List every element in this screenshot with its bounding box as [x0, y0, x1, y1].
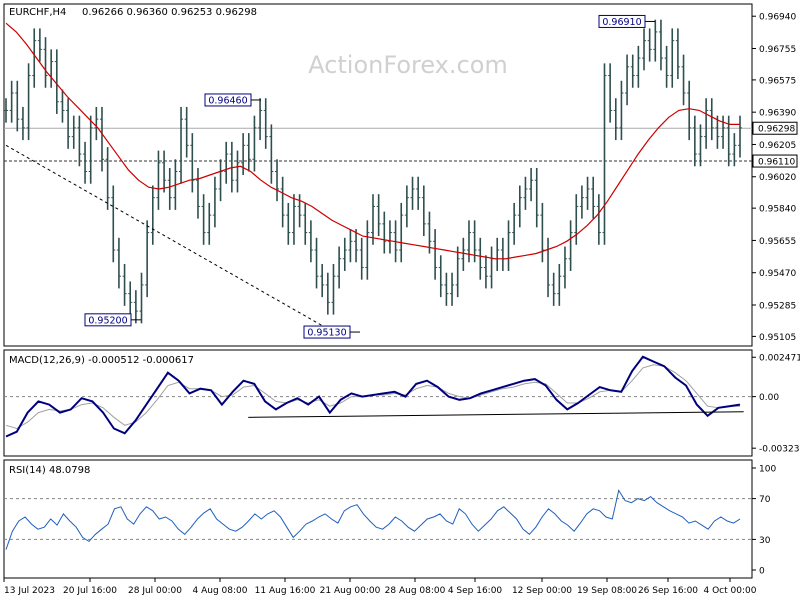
price-moving-average: [5, 22, 740, 260]
price-y-tick-label: 0.96205: [759, 141, 796, 151]
price-y-tick-label: 0.96755: [759, 45, 796, 55]
price-trendline: [5, 144, 334, 333]
price-y-tick-label: 0.95655: [759, 237, 796, 247]
x-tick-label: 21 Aug 00:00: [320, 586, 381, 596]
rsi-y-tick-label: 70: [759, 495, 771, 505]
ohlc-readout: 0.96266 0.96360 0.96253 0.96298: [82, 7, 257, 18]
macd-y-axis: 0.002471 0.00 -0.003235: [752, 354, 800, 455]
x-axis: 13 Jul 2023 20 Jul 16:00 28 Jul 00:00 4 Aug…: [3, 578, 757, 596]
rsi-y-tick-label: 100: [759, 465, 776, 475]
rsi-y-tick-label: 30: [759, 536, 771, 546]
macd-lines: [4, 355, 752, 438]
annotation-label: 0.96460: [208, 95, 247, 106]
x-tick-label: 11 Aug 16:00: [255, 586, 316, 596]
x-tick-label: 4 Sep 16:00: [448, 586, 503, 596]
rsi-label: RSI(14) 48.0798: [9, 465, 90, 476]
current-price-label: 0.96298: [758, 125, 795, 135]
x-tick-label: 4 Oct 00:00: [704, 586, 757, 596]
x-tick-label: 28 Jul 00:00: [128, 586, 182, 596]
x-tick-label: 4 Aug 08:00: [193, 586, 248, 596]
x-tick-label: 20 Jul 16:00: [63, 586, 117, 596]
price-y-tick-label: 0.96020: [759, 173, 796, 183]
macd-panel-frame: [3, 349, 753, 457]
macd-label: MACD(12,26,9) -0.000512 -0.000617: [9, 355, 194, 366]
annotation-label: 0.96910: [602, 17, 641, 28]
rsi-y-tick-label: 0: [759, 567, 765, 577]
annotation-label: 0.95130: [307, 328, 346, 339]
annotation-box: [598, 14, 646, 28]
symbol-title: EURCHF,H4: [9, 7, 66, 18]
watermark: ActionForex.com: [308, 51, 508, 79]
rsi-panel-frame: [3, 459, 753, 579]
price-y-tick-label: 0.95105: [759, 333, 796, 343]
annotation-box: [204, 93, 252, 107]
x-tick-label: 28 Aug 08:00: [385, 586, 446, 596]
price-y-axis: 0.96940 0.96755 0.96575 0.96390 0.96205 0.960…: [752, 13, 798, 343]
x-tick-label: 12 Sep 00:00: [512, 586, 572, 596]
price-y-tick-label: 0.95285: [759, 301, 796, 311]
rsi-line: [5, 489, 741, 550]
price-y-tick-label: 0.95840: [759, 205, 796, 215]
macd-y-tick-label: -0.003235: [759, 445, 800, 455]
x-tick-label: 26 Sep 16:00: [638, 586, 698, 596]
macd-line: [5, 355, 741, 438]
price-y-tick-label: 0.96940: [759, 13, 796, 23]
price-candles: [4, 19, 742, 324]
price-annotations: 0.95200 0.96460 0.95130 0.96910: [84, 14, 655, 339]
macd-y-tick-label: 0.00: [759, 393, 779, 403]
descending-trendline: [5, 144, 334, 333]
macd-y-tick-label: 0.002471: [759, 354, 800, 364]
annotation-label: 0.95200: [88, 315, 127, 326]
x-tick-label: 13 Jul 2023: [4, 586, 55, 596]
rsi-lines: [4, 489, 752, 550]
price-y-tick-label: 0.96390: [759, 109, 796, 119]
annotation-box: [84, 313, 132, 327]
sma-line: [5, 22, 740, 260]
macd-trendline: [248, 411, 744, 418]
x-tick-label: 19 Sep 08:00: [577, 586, 637, 596]
support-level-label: 0.96110: [758, 158, 795, 168]
price-gridlines: [4, 127, 752, 162]
price-y-tick-label: 0.96575: [759, 76, 796, 86]
current-price-box: [752, 121, 798, 135]
annotation-box: [303, 325, 351, 339]
support-level-box: [752, 154, 798, 168]
rsi-y-axis: 100 70 30 0: [752, 465, 776, 577]
price-y-tick-label: 0.95470: [759, 269, 796, 279]
